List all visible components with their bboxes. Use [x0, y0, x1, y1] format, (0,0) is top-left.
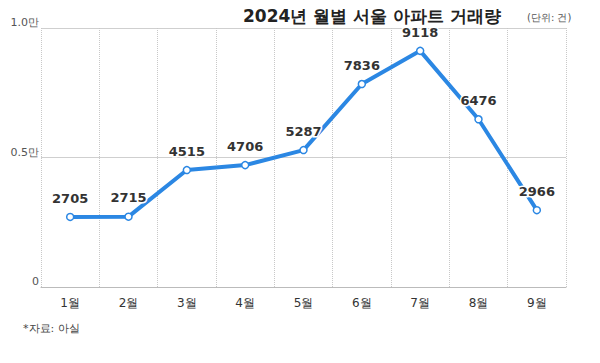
svg-text:1.0만: 1.0만	[11, 16, 40, 29]
svg-text:*자료: 아실: *자료: 아실	[23, 322, 80, 335]
svg-text:2705: 2705	[52, 191, 88, 206]
svg-text:2024년 월별 서울 아파트 거래량: 2024년 월별 서울 아파트 거래량	[243, 6, 501, 26]
svg-text:6월: 6월	[352, 296, 372, 310]
svg-text:4월: 4월	[235, 296, 255, 310]
svg-text:5287: 5287	[285, 124, 321, 139]
svg-text:2966: 2966	[519, 184, 555, 199]
svg-text:3월: 3월	[177, 296, 197, 310]
svg-text:1월: 1월	[60, 296, 80, 310]
svg-text:2715: 2715	[110, 190, 146, 205]
svg-text:0.5만: 0.5만	[11, 146, 40, 159]
svg-text:5월: 5월	[294, 296, 314, 310]
svg-text:9월: 9월	[527, 296, 547, 310]
svg-text:8월: 8월	[469, 296, 489, 310]
svg-text:7836: 7836	[344, 58, 380, 73]
svg-text:0: 0	[32, 275, 39, 288]
svg-text:(단위: 건): (단위: 건)	[527, 12, 571, 23]
svg-text:6476: 6476	[460, 93, 496, 108]
svg-text:9118: 9118	[402, 25, 438, 40]
svg-text:4515: 4515	[169, 144, 205, 159]
svg-text:2월: 2월	[119, 296, 139, 310]
svg-text:7월: 7월	[410, 296, 430, 310]
svg-text:4706: 4706	[227, 139, 263, 154]
